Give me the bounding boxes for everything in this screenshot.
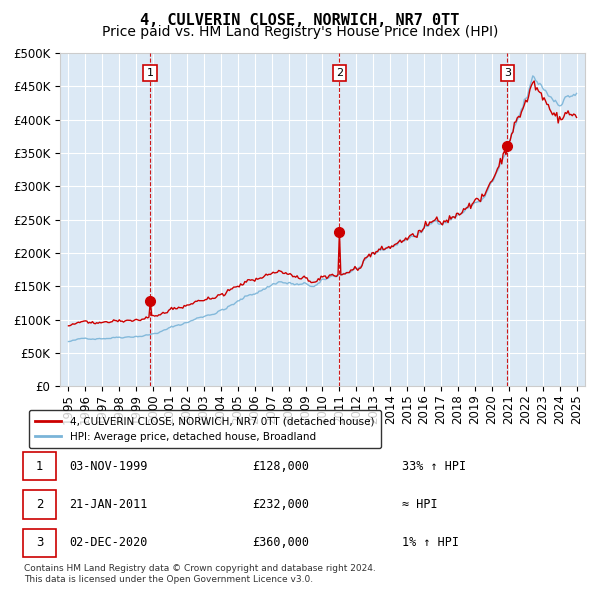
Text: £232,000: £232,000 <box>252 498 309 511</box>
Legend: 4, CULVERIN CLOSE, NORWICH, NR7 0TT (detached house), HPI: Average price, detach: 4, CULVERIN CLOSE, NORWICH, NR7 0TT (det… <box>29 411 380 448</box>
Text: ≈ HPI: ≈ HPI <box>402 498 437 511</box>
Text: 2: 2 <box>336 68 343 78</box>
Text: 1: 1 <box>147 68 154 78</box>
Text: 03-NOV-1999: 03-NOV-1999 <box>69 460 148 473</box>
Text: This data is licensed under the Open Government Licence v3.0.: This data is licensed under the Open Gov… <box>24 575 313 584</box>
Text: 21-JAN-2011: 21-JAN-2011 <box>69 498 148 511</box>
Text: £360,000: £360,000 <box>252 536 309 549</box>
Text: £128,000: £128,000 <box>252 460 309 473</box>
Text: Contains HM Land Registry data © Crown copyright and database right 2024.: Contains HM Land Registry data © Crown c… <box>24 565 376 573</box>
Text: 4, CULVERIN CLOSE, NORWICH, NR7 0TT: 4, CULVERIN CLOSE, NORWICH, NR7 0TT <box>140 13 460 28</box>
Text: 33% ↑ HPI: 33% ↑ HPI <box>402 460 466 473</box>
Text: Price paid vs. HM Land Registry's House Price Index (HPI): Price paid vs. HM Land Registry's House … <box>102 25 498 39</box>
Text: 02-DEC-2020: 02-DEC-2020 <box>69 536 148 549</box>
Text: 1% ↑ HPI: 1% ↑ HPI <box>402 536 459 549</box>
Text: 1: 1 <box>36 460 43 473</box>
Text: 3: 3 <box>504 68 511 78</box>
Text: 3: 3 <box>36 536 43 549</box>
Text: 2: 2 <box>36 498 43 511</box>
